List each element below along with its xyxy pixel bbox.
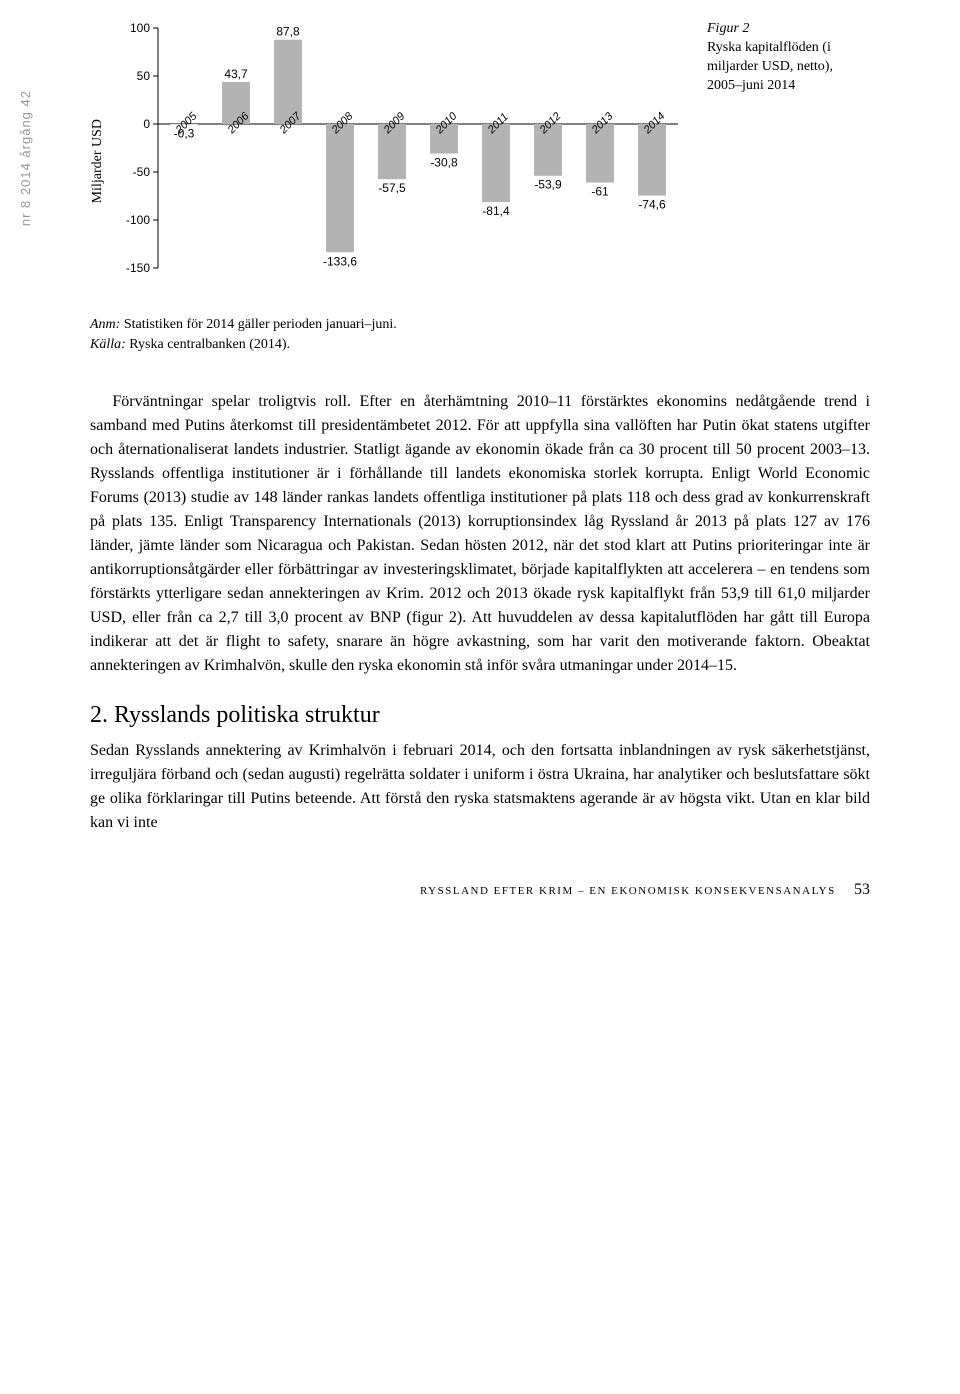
footer-text: RYSSLAND EFTER KRIM – EN EKONOMISK KONSE… bbox=[420, 885, 836, 897]
svg-text:-81,4: -81,4 bbox=[482, 204, 510, 218]
svg-text:-100: -100 bbox=[126, 213, 150, 227]
y-axis-title: Miljarder USD bbox=[90, 119, 106, 203]
chart-caption: Figur 2 Ryska kapitalflöden (i miljarder… bbox=[695, 20, 870, 96]
note-kalla-text: Ryska centralbanken (2014). bbox=[126, 337, 290, 352]
chart-zone: Miljarder USD -150-100-50050100-0,320054… bbox=[90, 20, 870, 303]
note-kalla-label: Källa: bbox=[90, 337, 126, 352]
svg-text:-133,6: -133,6 bbox=[323, 254, 357, 268]
caption-text: Ryska kapitalflöden (i miljarder USD, ne… bbox=[707, 40, 833, 93]
svg-text:100: 100 bbox=[130, 21, 150, 35]
chart-notes: Anm: Statistiken för 2014 gäller periode… bbox=[90, 315, 870, 354]
body-paragraph: Förväntningar spelar troligtvis roll. Ef… bbox=[90, 390, 870, 678]
svg-text:50: 50 bbox=[137, 69, 151, 83]
note-anm-text: Statistiken för 2014 gäller perioden jan… bbox=[120, 317, 396, 332]
note-anm-label: Anm: bbox=[90, 317, 120, 332]
chart-container: -150-100-50050100-0,3200543,7200687,8200… bbox=[112, 20, 695, 303]
svg-text:-50: -50 bbox=[133, 165, 151, 179]
svg-text:-53,9: -53,9 bbox=[534, 178, 562, 192]
side-vertical-label: nr 8 2014 årgång 42 bbox=[18, 90, 33, 226]
svg-text:-57,5: -57,5 bbox=[378, 181, 406, 195]
svg-text:43,7: 43,7 bbox=[224, 67, 248, 81]
svg-text:0: 0 bbox=[143, 117, 150, 131]
svg-text:-74,6: -74,6 bbox=[638, 198, 666, 212]
section-title: 2. Rysslands politiska struktur bbox=[90, 702, 870, 729]
section-body: Sedan Rysslands annektering av Krimhalvö… bbox=[90, 739, 870, 835]
page-footer: RYSSLAND EFTER KRIM – EN EKONOMISK KONSE… bbox=[90, 881, 870, 899]
caption-title: Figur 2 bbox=[707, 21, 749, 36]
svg-text:-150: -150 bbox=[126, 261, 150, 275]
svg-text:87,8: 87,8 bbox=[276, 25, 300, 39]
svg-text:-30,8: -30,8 bbox=[430, 156, 458, 170]
footer-page-number: 53 bbox=[854, 881, 870, 898]
bar-chart: -150-100-50050100-0,3200543,7200687,8200… bbox=[112, 20, 688, 298]
svg-text:-61: -61 bbox=[591, 185, 609, 199]
